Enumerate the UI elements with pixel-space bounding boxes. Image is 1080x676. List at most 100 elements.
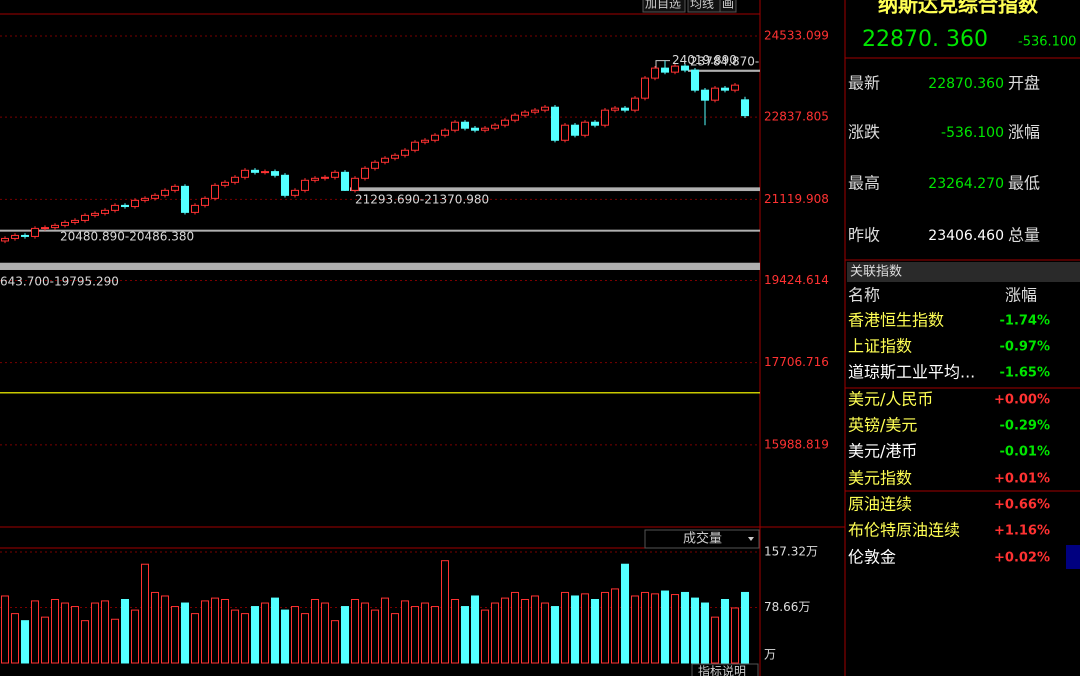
candle-body [311,177,319,181]
candle-body [731,84,739,91]
volume-bar [521,599,529,664]
section-title: 关联指数 [850,265,902,280]
candle-body [171,185,179,191]
toolbar-button[interactable] [642,0,686,13]
footer-button[interactable]: 指标说明 [698,664,746,676]
volume-bar [331,620,339,664]
candle-body [301,179,309,191]
volume-bar [151,591,159,664]
volume-bar [441,560,449,664]
column-header: 涨幅 [1005,286,1037,305]
volume-bar [351,599,359,664]
related-name[interactable]: 美元指数 [848,469,912,488]
volume-bar [291,606,299,664]
candle-body [581,121,589,136]
volume-bar [671,594,679,664]
related-name[interactable]: 道琼斯工业平均... [848,363,975,382]
related-change: -1.74% [1000,314,1051,329]
toolbar-button[interactable] [719,0,737,13]
dropdown-arrow [748,537,754,541]
y-tick-label: 78.66万 [764,600,810,614]
candle-body [391,154,399,159]
candle-body [211,184,219,199]
related-name[interactable]: 美元/人民币 [848,390,933,409]
indicator-title[interactable]: 成交量 [683,531,722,547]
volume-bar [581,593,589,664]
related-name[interactable]: 香港恒生指数 [848,311,944,330]
y-tick-label: 24533.099 [764,29,829,43]
related-change: -0.97% [1000,340,1051,355]
related-name[interactable]: 美元/港币 [848,442,917,461]
related-name[interactable]: 布伦特原油连续 [848,521,960,540]
quote-change: -536.100 [1018,35,1076,50]
scroll-marker [1066,545,1080,569]
candle-body [21,234,29,237]
candle-body [421,139,429,143]
volume-bar [311,599,319,664]
volume-bar [301,613,309,664]
related-change: +0.66% [994,498,1050,513]
volume-bar [101,600,109,664]
volume-bar [641,591,649,664]
candle-body [371,161,379,169]
volume-bar [131,609,139,664]
candle-body [691,69,699,91]
quote-title: 纳斯达克综合指数 [878,0,1039,17]
volume-bar [461,606,469,664]
y-tick-label: 22837.805 [764,110,829,124]
volume-bar [531,595,539,664]
indicator-help[interactable] [691,663,759,676]
volume-bar [691,597,699,664]
price-band [350,187,760,192]
indicator-select[interactable] [644,529,760,549]
candle-body [621,107,629,111]
section-header [847,262,1080,282]
toolbar-label: 均线 [690,0,714,11]
candle-body [661,67,669,73]
volume-bar [211,597,219,664]
candle-body [251,169,259,173]
volume-bar [551,606,559,664]
candle-body [671,65,679,73]
volume-bar [371,609,379,664]
volume-bar [451,599,459,664]
volume-bar [221,599,229,664]
volume-bar [181,602,189,664]
candle-body [741,99,749,117]
toolbar-label: 加自选 [645,0,681,11]
price-band [688,69,760,72]
candle-body [591,121,599,126]
volume-bar [471,595,479,664]
related-name[interactable]: 伦敦金 [848,548,896,567]
volume-bar [81,620,89,664]
volume-bar [411,606,419,664]
related-name[interactable]: 原油连续 [848,495,912,514]
related-name[interactable]: 英镑/美元 [848,416,917,435]
volume-bar [591,599,599,664]
volume-bar [241,613,249,664]
candle-body [381,157,389,163]
candle-body [291,189,299,196]
candle-body [531,109,539,113]
quote-label: 涨幅 [1008,123,1040,142]
volume-bar [321,602,329,664]
candle-body [431,134,439,141]
candle-body [41,227,49,230]
column-header: 名称 [848,286,880,305]
candle-body [271,171,279,176]
related-change: +0.00% [994,393,1050,408]
volume-bar [231,609,239,664]
candle-body [511,114,519,121]
candle-body [711,87,719,101]
volume-bar [601,591,609,664]
related-name[interactable]: 上证指数 [848,337,912,356]
related-change: -1.65% [1000,366,1051,381]
candle-body [361,167,369,179]
y-tick-label: 17706.716 [764,355,829,369]
related-change: +0.01% [994,472,1050,487]
volume-bar [621,563,629,664]
band-label: 643.700-19795.290 [0,274,119,288]
candle-body [11,234,19,239]
volume-bar [721,599,729,664]
volume-bar [121,599,129,664]
